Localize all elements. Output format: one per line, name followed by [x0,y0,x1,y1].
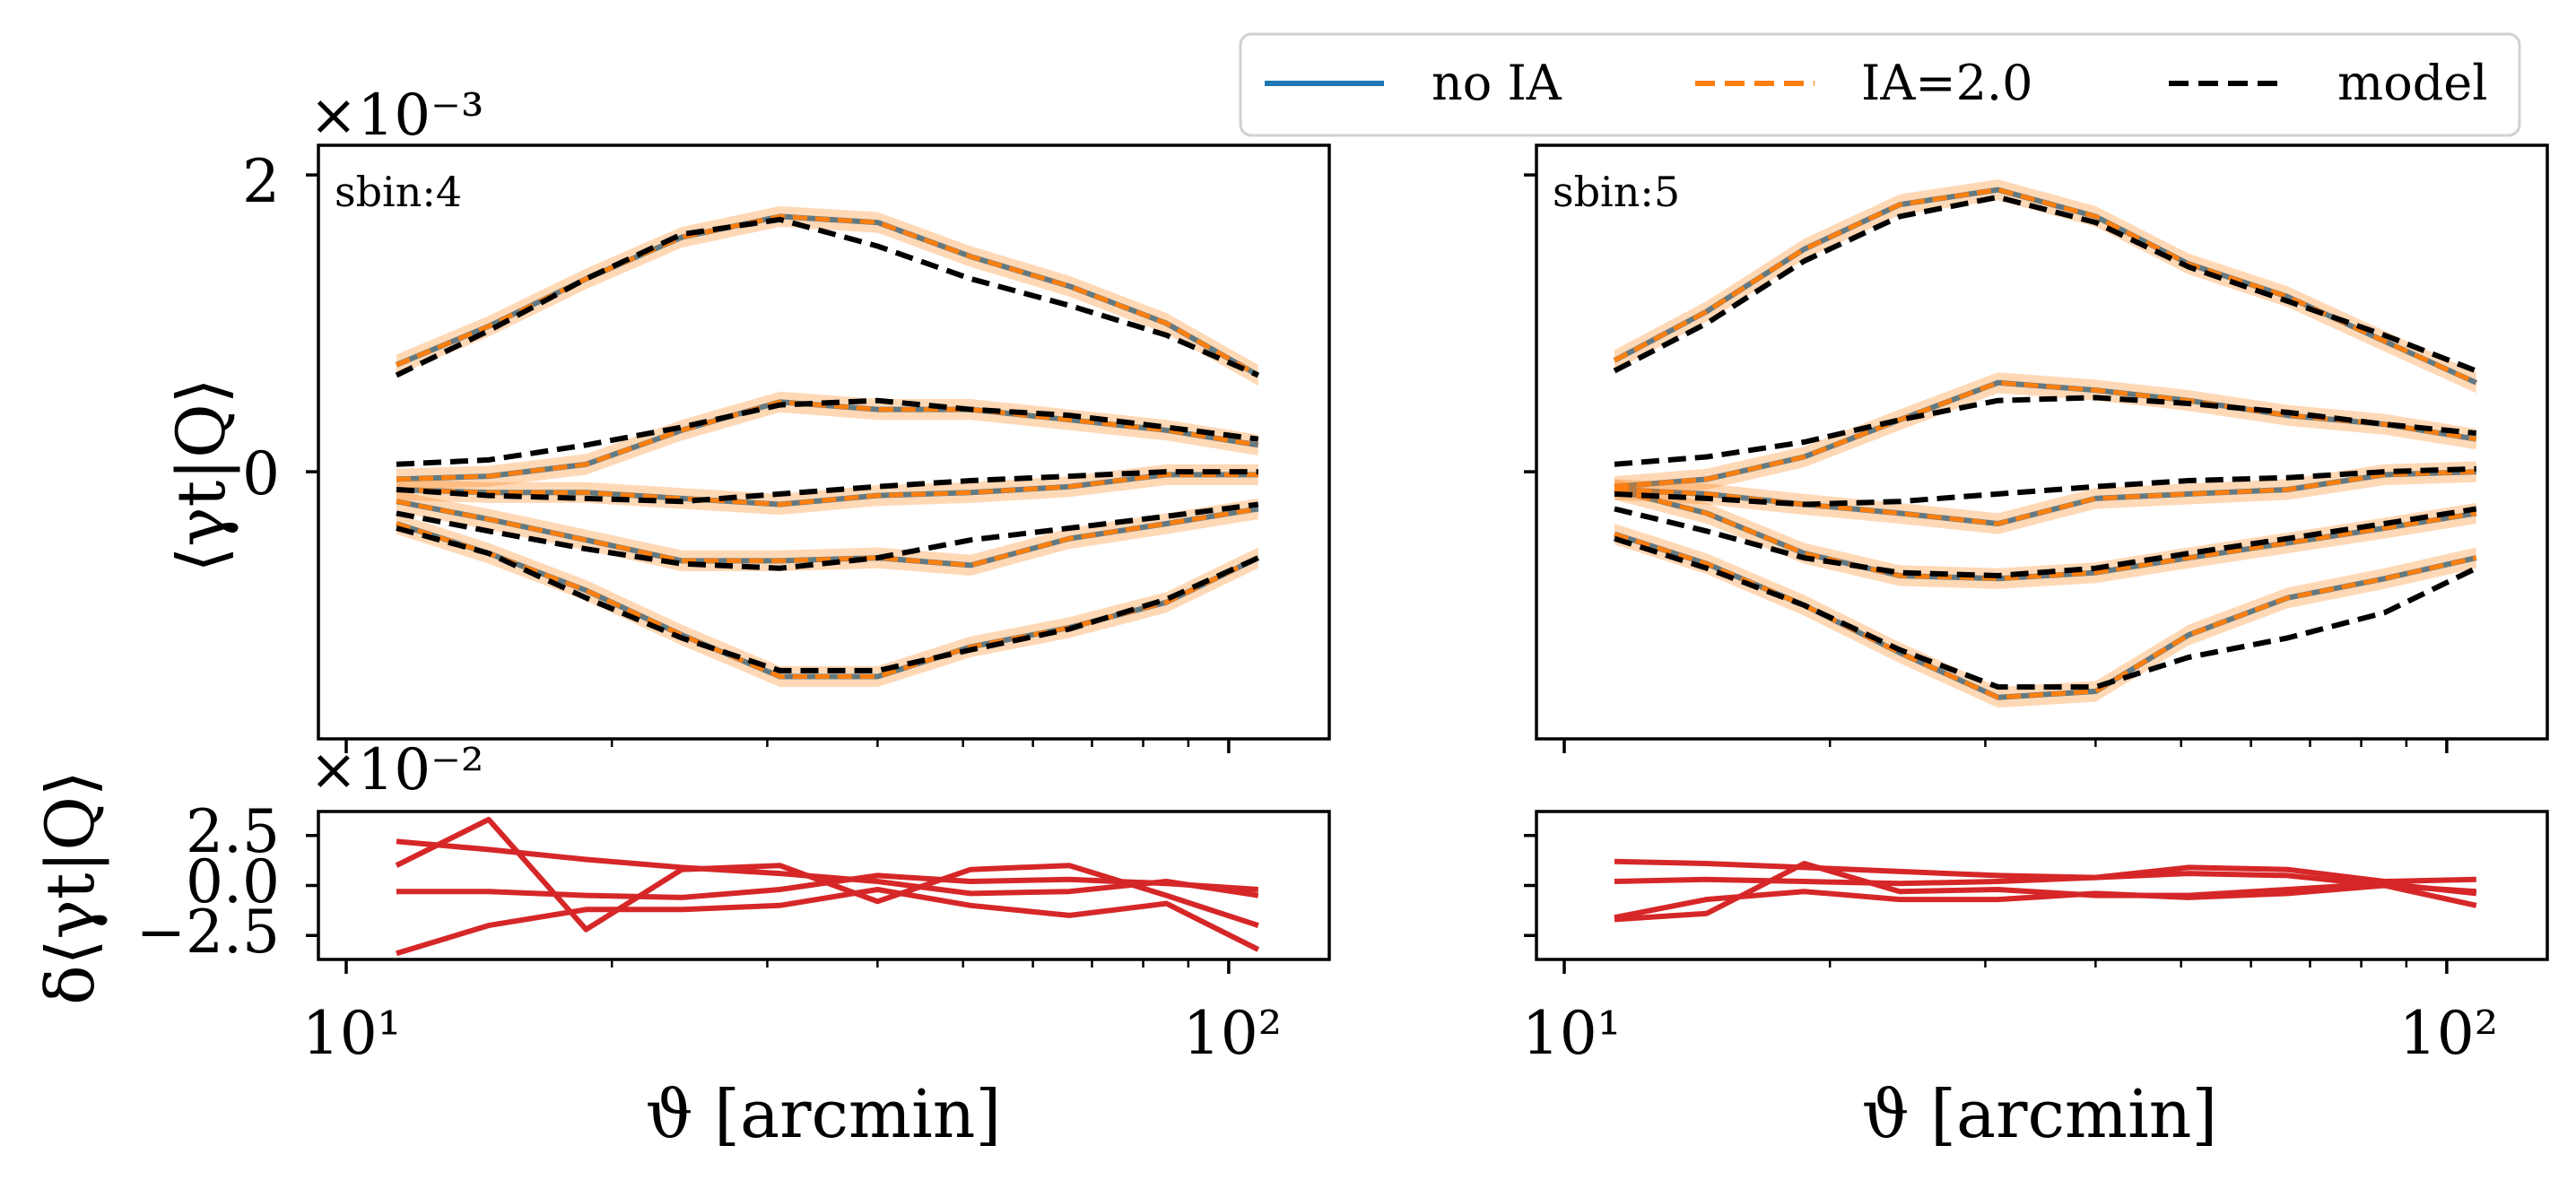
legend: no IA IA=2.0 model [1239,32,2521,137]
axes-frame [1535,143,2549,741]
plot-area [395,816,1260,957]
series-model-line [396,397,1259,467]
xtick-left-10: 10¹ [302,999,401,1068]
series-model-line [1613,194,2477,374]
ia-band [1614,372,2476,498]
res-ytick-pos: 2.5 [186,797,280,866]
series-residual-2-line [1614,864,2476,887]
series-model-line [396,501,1259,571]
panel-sbin-4: sbin:4 [306,143,1331,753]
series-ia-2-0-line [1614,532,2477,700]
xtick-right-10: 10¹ [1522,999,1621,1068]
series-ia-2-0-line [396,499,1259,568]
ytick-2: 2 [242,147,280,216]
multiplier-top: ×10⁻³ [309,82,484,149]
ia-band [396,205,1258,386]
legend-box [1239,32,2521,137]
plot-area [1614,858,2477,923]
axes-frame [317,143,1331,741]
series-model-line [1614,395,2477,467]
series-no-ia-line [396,521,1260,680]
xlabel-right: ϑ [arcmin] [1862,1076,2218,1153]
residual-panel-sbin-4 [306,810,1331,974]
series-no-ia-line [1614,531,2477,700]
series-residual-2-line [395,816,1259,933]
series-ia-2-0-line [396,521,1259,679]
series-residual-1-line [396,838,1259,898]
plot-area [395,205,1260,688]
series-ia-2-0-line [1614,487,2477,581]
legend-label-no-ia: no IA [1432,55,1562,111]
ia-band [1614,524,2476,708]
series-ia-2-0-line [396,472,1258,507]
res-ytick-zero: 0.0 [186,847,280,916]
ia-band [396,464,1258,516]
res-ytick-neg: −2.5 [136,898,280,967]
panel-sbin-5: sbin:5 [1524,143,2549,753]
series-no-ia-line [395,213,1260,378]
series-residual-3-line [396,872,1258,900]
panel-title: sbin:4 [335,168,462,216]
series-model-line [396,469,1258,505]
legend-label-ia: IA=2.0 [1861,55,2032,111]
xlabel-left: ϑ [arcmin] [646,1076,1002,1153]
ia-band [1614,461,2476,534]
ia-band [1614,179,2476,394]
series-ia-2-0-line [396,213,1260,378]
series-model-line [1614,465,2476,508]
series-ia-2-0-line [396,399,1259,482]
legend-label-model: model [2337,55,2488,111]
residual-panel-sbin-5 [1524,810,2549,974]
plot-area [1613,179,2478,708]
series-model-line [395,216,1260,378]
multiplier-bottom: ×10⁻² [309,737,484,803]
series-model-line [1614,506,2477,578]
ylabel-top: ⟨γt|Q⟩ [163,378,240,572]
series-residual-4-line [396,887,1260,957]
ytick-0: 0 [242,439,280,508]
xtick-right-100: 10² [2399,999,2498,1068]
series-residual-1-line [1614,858,2477,908]
panel-title: sbin:5 [1553,168,1680,216]
series-residual-3-line [1614,861,2477,923]
series-model-line [396,525,1260,673]
xtick-left-100: 10² [1183,999,1282,1068]
series-residual-4-line [1614,882,2476,921]
series-model-line [1614,535,2478,690]
ylabel-bottom: δ⟨γt|Q⟩ [32,770,109,1005]
